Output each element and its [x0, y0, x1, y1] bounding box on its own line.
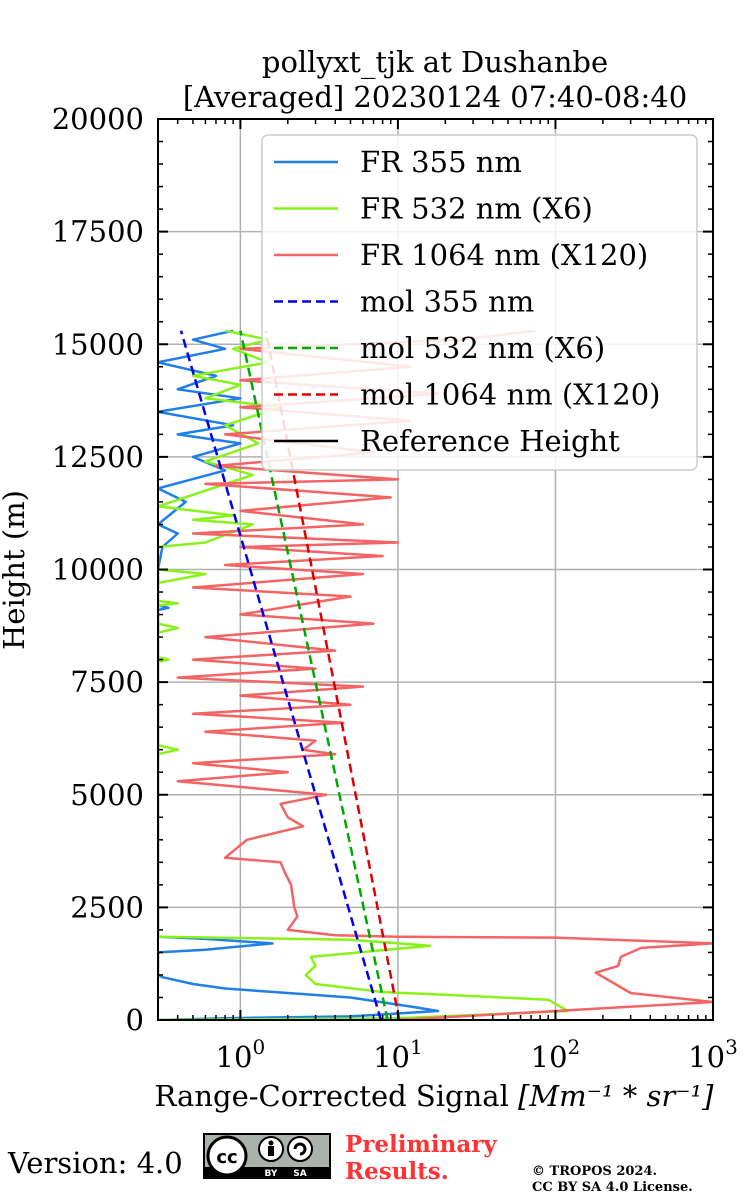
cc-badge-cc: cc [216, 1147, 237, 1168]
legend-box [261, 134, 698, 471]
x-tick-label: 101 [373, 1035, 423, 1074]
plot-frame [157, 118, 714, 1021]
cc-license-badge: cc BY SA [203, 1133, 331, 1179]
legend-entry-5: mol 1064 nm (X120) [360, 378, 661, 412]
y-tick-label: 10000 [52, 553, 144, 587]
copyright-line2: CC BY SA 4.0 License. [532, 1180, 693, 1195]
chart-title-line2: [Averaged] 20230124 07:40-08:40 [183, 80, 687, 114]
cc-badge-graphic: cc BY SA [205, 1135, 329, 1179]
legend: FR 355 nm FR 532 nm (X6) FR 1064 nm (X120)… [261, 134, 698, 471]
y-tick-label: 5000 [70, 778, 144, 812]
series-line-3 [179, 330, 383, 1020]
series-line-2 [176, 329, 713, 1020]
y-tick-label: 0 [126, 1003, 144, 1037]
preliminary-line2: Results. [345, 1158, 449, 1185]
x-tick-label: 102 [531, 1035, 581, 1074]
y-tick-label: 17500 [52, 215, 144, 249]
y-tick-label: 7500 [70, 665, 144, 699]
x-axis-label-unit: [Mm⁻¹ * sr⁻¹] [518, 1079, 714, 1113]
version-label: Version: 4.0 [8, 1146, 183, 1180]
preliminary-line1: Preliminary [345, 1131, 497, 1158]
series-line-5 [264, 330, 401, 1020]
copyright-line1: © TROPOS 2024. [532, 1164, 658, 1179]
x-axis-label-text: Range-Corrected Signal [155, 1079, 519, 1113]
y-tick-label: 20000 [52, 102, 144, 136]
x-tick-label: 103 [688, 1035, 738, 1074]
copyright-notice: © TROPOS 2024. CC BY SA 4.0 License. [532, 1164, 693, 1196]
chart-title-line1: pollyxt_tjk at Dushanbe [262, 45, 608, 80]
series-line-1 [158, 329, 570, 1020]
legend-entry-3: mol 355 nm [360, 285, 534, 319]
y-tick-label: 15000 [52, 327, 144, 361]
cc-badge-by: BY [265, 1169, 278, 1177]
legend-entry-6: Reference Height [360, 424, 620, 458]
y-tick-label: 12500 [52, 440, 144, 474]
legend-entry-2: FR 1064 nm (X120) [360, 238, 648, 272]
person-icon [268, 1140, 274, 1146]
share-alike-icon [287, 1136, 313, 1162]
preliminary-results-label: Preliminary Results. [345, 1131, 497, 1185]
y-axis-label: Height (m) [0, 490, 31, 650]
x-axis-label: Range-Corrected Signal [Mm⁻¹ * sr⁻¹] [155, 1079, 715, 1113]
plot-area [158, 329, 713, 1020]
y-tick-label: 2500 [70, 890, 144, 924]
legend-entry-4: mol 532 nm (X6) [360, 331, 605, 365]
series-line-4 [239, 330, 389, 1020]
legend-entry-1: FR 532 nm (X6) [360, 192, 593, 226]
legend-entry-0: FR 355 nm [360, 145, 522, 179]
cc-badge-sa: SA [293, 1169, 306, 1177]
x-tick-label: 100 [216, 1035, 266, 1074]
